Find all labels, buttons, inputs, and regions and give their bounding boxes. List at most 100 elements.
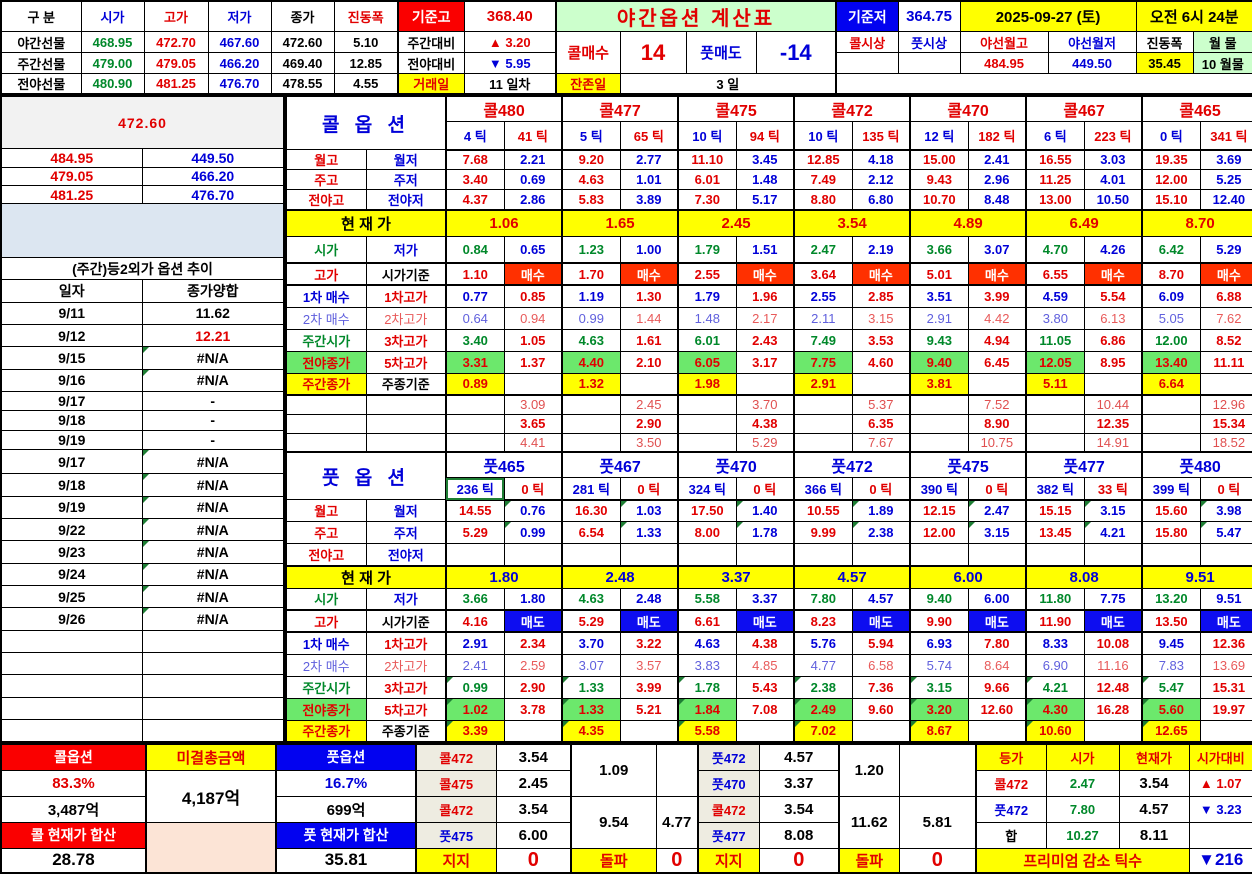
put-sum-label[interactable]: 풋 현재가 합산 bbox=[275, 821, 417, 849]
tick-count-cell[interactable]: 4 틱 bbox=[445, 121, 505, 151]
tick-count-cell[interactable]: 0 틱 bbox=[1199, 477, 1252, 501]
buy-signal-cell[interactable]: 매수 bbox=[851, 262, 911, 286]
calls-row-label-week[interactable]: 주저 bbox=[365, 169, 448, 190]
futures-col-header[interactable]: 진동폭 bbox=[333, 0, 399, 32]
price-cell[interactable]: 1.01 bbox=[619, 169, 679, 190]
history-value-cell[interactable]: - bbox=[141, 391, 285, 412]
puts-row-label-high[interactable]: 시가기준 bbox=[365, 609, 448, 633]
blank-cell[interactable] bbox=[677, 394, 737, 415]
price-cell[interactable]: 9.60 bbox=[851, 697, 911, 721]
price-cell[interactable]: 16.55 bbox=[1025, 149, 1085, 170]
price-cell[interactable]: 2.10 bbox=[619, 350, 679, 374]
calls-strike-header[interactable]: 콜480 bbox=[445, 95, 563, 122]
price-cell[interactable]: 3.66 bbox=[445, 587, 505, 611]
blank-cell[interactable] bbox=[503, 719, 563, 743]
prev-diff-label[interactable]: 전야대비 bbox=[397, 52, 465, 74]
blank-cell[interactable] bbox=[141, 674, 285, 698]
price-cell[interactable]: 4.85 bbox=[735, 653, 795, 677]
high-price-cell[interactable]: 5.01 bbox=[909, 262, 969, 286]
price-cell[interactable]: 1.51 bbox=[735, 235, 795, 264]
price-cell[interactable]: 1.23 bbox=[561, 235, 621, 264]
price-cell[interactable]: 4.63 bbox=[561, 587, 621, 611]
futures-range[interactable]: 5.10 bbox=[333, 31, 399, 53]
price-cell[interactable] bbox=[503, 543, 563, 567]
price-cell[interactable]: 2.86 bbox=[503, 189, 563, 211]
sell-signal-cell[interactable]: 매도 bbox=[619, 609, 679, 633]
parity-open[interactable]: 2.47 bbox=[1045, 769, 1120, 797]
price-cell[interactable]: 14.91 bbox=[1083, 432, 1143, 453]
tick-count-cell[interactable]: 390 틱 bbox=[909, 477, 969, 501]
blank-cell[interactable] bbox=[735, 372, 795, 396]
price-cell[interactable]: 4.37 bbox=[445, 189, 505, 211]
price-cell[interactable]: 0.85 bbox=[503, 284, 563, 308]
price-cell[interactable]: 1.48 bbox=[677, 306, 737, 330]
night-month-high[interactable]: 484.95 bbox=[959, 52, 1049, 74]
price-cell[interactable]: 13.40 bbox=[1141, 350, 1201, 374]
parity-strike[interactable]: 합 bbox=[975, 821, 1047, 849]
calls-row-label-buy1[interactable]: 1차고가 bbox=[365, 284, 448, 308]
price-cell[interactable]: 3.89 bbox=[619, 189, 679, 211]
price-cell[interactable]: 2.91 bbox=[793, 372, 853, 396]
price-cell[interactable]: 6.88 bbox=[1199, 284, 1252, 308]
price-cell[interactable]: 5.47 bbox=[1199, 521, 1252, 544]
puts-section-label[interactable]: 풋 옵 션 bbox=[285, 451, 448, 500]
price-cell[interactable]: 7.80 bbox=[967, 631, 1027, 655]
puts-row-label-open_low[interactable]: 저가 bbox=[365, 587, 448, 611]
blank-cell[interactable] bbox=[141, 652, 285, 676]
price-cell[interactable]: 1.79 bbox=[677, 235, 737, 264]
history-date-cell[interactable]: 9/19 bbox=[0, 495, 143, 520]
price-cell[interactable]: 2.90 bbox=[503, 675, 563, 699]
history-date-cell[interactable]: 9/26 bbox=[0, 607, 143, 631]
price-cell[interactable] bbox=[445, 543, 505, 567]
spacer-panel[interactable] bbox=[0, 203, 285, 258]
calls-row-label-buy2[interactable]: 2차 매수 bbox=[285, 306, 367, 330]
current-price-cell[interactable]: 9.51 bbox=[1141, 565, 1252, 589]
tick-count-cell[interactable]: 12 틱 bbox=[909, 121, 969, 151]
blank-cell[interactable] bbox=[365, 394, 448, 415]
price-cell[interactable]: 3.17 bbox=[735, 350, 795, 374]
price-cell[interactable]: 3.69 bbox=[1199, 149, 1252, 170]
price-cell[interactable]: 2.38 bbox=[793, 675, 853, 699]
price-cell[interactable]: 5.21 bbox=[619, 697, 679, 721]
blank-cell[interactable] bbox=[445, 394, 505, 415]
price-cell[interactable]: 3.22 bbox=[619, 631, 679, 655]
price-cell[interactable]: 2.41 bbox=[445, 653, 505, 677]
price-cell[interactable]: 10.44 bbox=[1083, 394, 1143, 415]
high-price-cell[interactable]: 8.23 bbox=[793, 609, 853, 633]
spread-value[interactable]: 5.81 bbox=[898, 795, 977, 849]
high-price-cell[interactable]: 8.70 bbox=[1141, 262, 1201, 286]
strike-ref-value[interactable]: 3.54 bbox=[758, 795, 840, 823]
price-cell[interactable]: 1.78 bbox=[677, 675, 737, 699]
price-cell[interactable]: 7.68 bbox=[445, 149, 505, 170]
trend-title[interactable]: (주간)등2외가 옵션 추이 bbox=[0, 256, 285, 281]
history-date-cell[interactable]: 9/23 bbox=[0, 540, 143, 564]
breakout-label[interactable]: 돌파 bbox=[570, 847, 657, 874]
price-cell[interactable]: 3.37 bbox=[735, 587, 795, 611]
price-cell[interactable]: 6.93 bbox=[909, 631, 969, 655]
price-cell[interactable]: 12.96 bbox=[1199, 394, 1252, 415]
puts-row-label-buy1[interactable]: 1차 매수 bbox=[285, 631, 367, 655]
puts-row-label-month[interactable]: 월저 bbox=[365, 499, 448, 522]
futures-range[interactable]: 4.55 bbox=[333, 73, 399, 95]
blank-cell[interactable] bbox=[677, 432, 737, 453]
blank-cell[interactable] bbox=[655, 743, 699, 797]
price-cell[interactable]: 6.90 bbox=[1025, 653, 1085, 677]
price-cell[interactable]: 5.43 bbox=[735, 675, 795, 699]
price-cell[interactable]: 8.95 bbox=[1083, 350, 1143, 374]
calls-row-label-buy1[interactable]: 1차 매수 bbox=[285, 284, 367, 308]
price-cell[interactable]: 3.80 bbox=[1025, 306, 1085, 330]
price-cell[interactable]: 13.20 bbox=[1141, 587, 1201, 611]
time-cell[interactable]: 오전 6시 24분 bbox=[1135, 0, 1252, 32]
current-price-cell[interactable]: 6.00 bbox=[909, 565, 1027, 589]
history-value-cell[interactable]: - bbox=[141, 429, 285, 450]
tick-count-cell[interactable]: 0 틱 bbox=[503, 477, 563, 501]
price-cell[interactable]: 9.51 bbox=[1199, 587, 1252, 611]
price-cell[interactable]: 5.58 bbox=[677, 719, 737, 743]
current-price-cell[interactable]: 4.57 bbox=[793, 565, 911, 589]
calls-row-label-open_low[interactable]: 시가 bbox=[285, 235, 367, 264]
price-cell[interactable]: 2.91 bbox=[445, 631, 505, 655]
futures-close[interactable]: 469.40 bbox=[270, 52, 335, 74]
blank-cell[interactable] bbox=[1025, 432, 1085, 453]
price-cell[interactable]: 4.59 bbox=[1025, 284, 1085, 308]
current-price-cell[interactable]: 6.49 bbox=[1025, 209, 1143, 237]
